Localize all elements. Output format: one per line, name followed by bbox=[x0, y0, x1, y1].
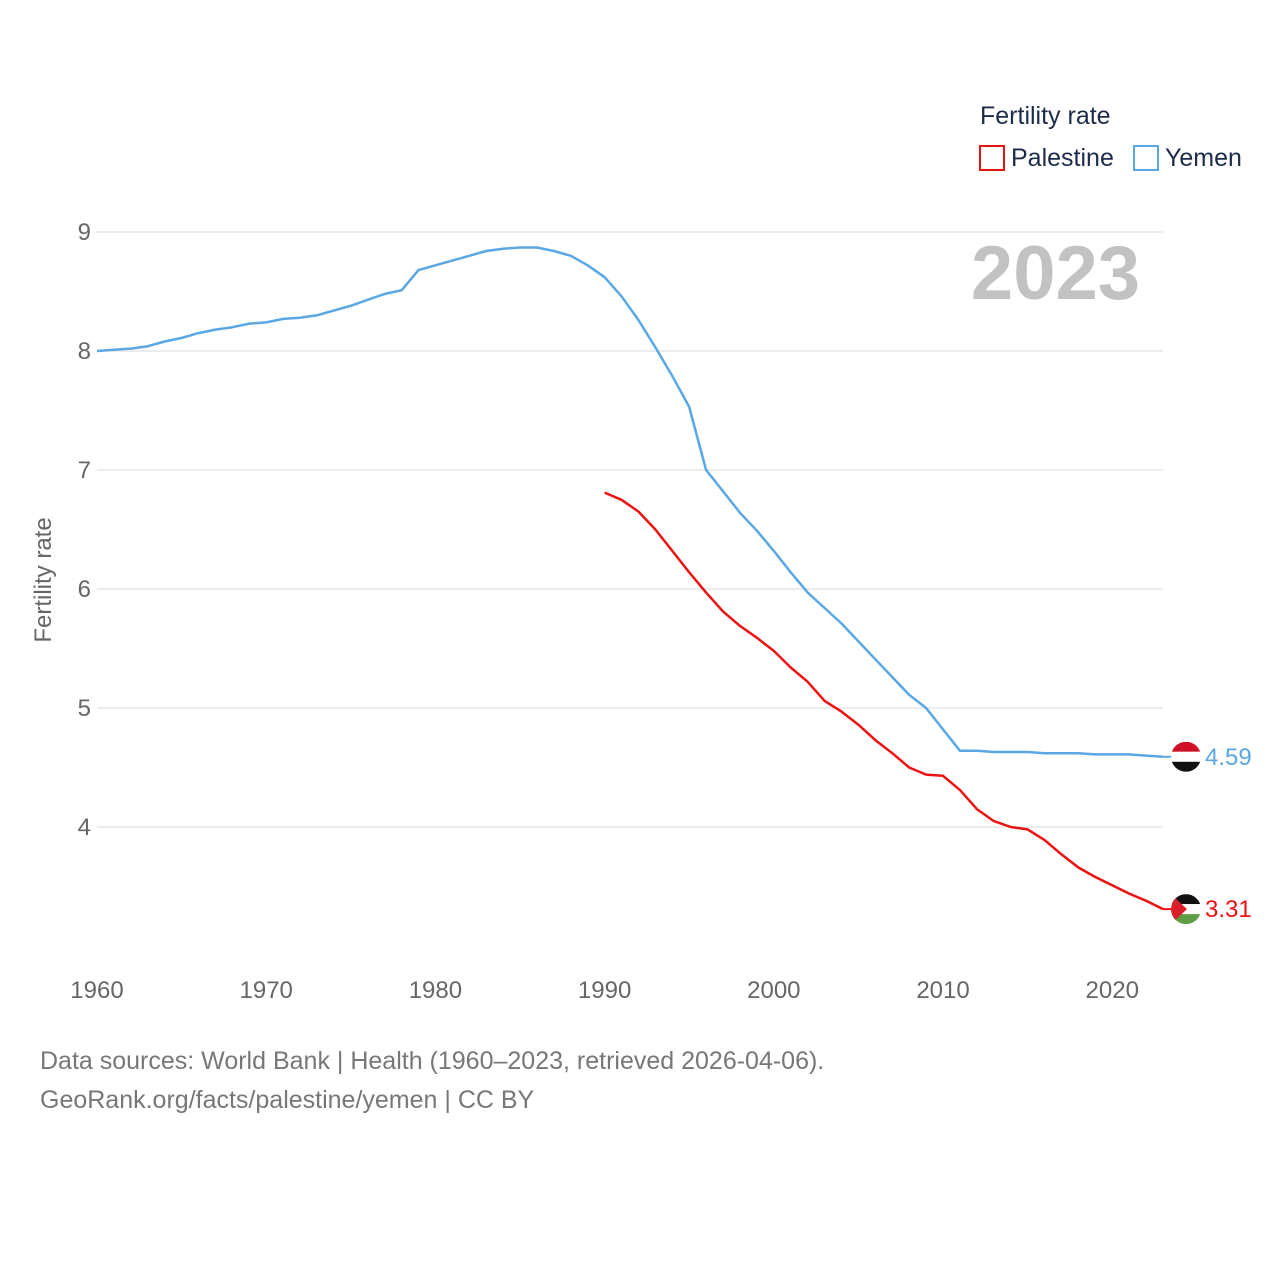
x-tick-label: 1960 bbox=[70, 977, 123, 1004]
line-chart: 4 5 6 7 8 9 1960 1970 1980 1990 2000 2010 2020 Fert… bbox=[30, 102, 1252, 1004]
y-tick-label: 7 bbox=[78, 457, 91, 484]
end-label-palestine: 3.31 bbox=[1205, 896, 1252, 923]
y-tick-label: 9 bbox=[78, 219, 91, 246]
legend-label-palestine: Palestine bbox=[1011, 144, 1114, 172]
flag-body bbox=[1171, 741, 1201, 772]
y-axis-ticks: 4 5 6 7 8 9 bbox=[78, 219, 91, 841]
flag-stripe-red bbox=[1171, 741, 1201, 752]
y-tick-label: 4 bbox=[78, 814, 91, 841]
source-link[interactable]: GeoRank.org/facts/palestine/yemen | CC B… bbox=[40, 1086, 535, 1114]
y-tick-label: 8 bbox=[78, 338, 91, 365]
x-axis-ticks: 1960 1970 1980 1990 2000 2010 2020 bbox=[70, 977, 1139, 1004]
y-tick-label: 6 bbox=[78, 576, 91, 603]
footer: Data sources: World Bank | Health (1960–… bbox=[40, 1042, 824, 1120]
legend-title: Fertility rate bbox=[980, 102, 1111, 130]
legend-swatch-palestine bbox=[979, 145, 1005, 171]
flag-body bbox=[1171, 894, 1201, 925]
x-tick-label: 2020 bbox=[1086, 977, 1139, 1004]
legend: Fertility rate Palestine Yemen bbox=[979, 102, 1242, 172]
data-source-note: Data sources: World Bank | Health (1960–… bbox=[40, 1047, 825, 1075]
legend-label-yemen: Yemen bbox=[1165, 144, 1242, 172]
end-markers: 3.31 4.59 bbox=[1163, 741, 1252, 925]
x-tick-label: 1970 bbox=[240, 977, 293, 1004]
x-tick-label: 1990 bbox=[578, 977, 631, 1004]
flag-triangle-red bbox=[1171, 894, 1187, 925]
x-tick-label: 1980 bbox=[409, 977, 462, 1004]
end-label-yemen: 4.59 bbox=[1205, 744, 1252, 771]
flag-stripe-white bbox=[1171, 751, 1201, 762]
series-line-palestine bbox=[604, 491, 1164, 911]
y-axis-title: Fertility rate bbox=[30, 517, 57, 642]
gridlines bbox=[97, 231, 1163, 828]
year-label: 2023 bbox=[971, 231, 1140, 316]
flag-stripe-black bbox=[1171, 761, 1201, 772]
yemen-flag-icon bbox=[1171, 741, 1201, 772]
flag-stripe-black bbox=[1171, 894, 1201, 905]
series-lines bbox=[96, 246, 1164, 911]
y-tick-label: 5 bbox=[78, 695, 91, 722]
legend-swatch-yemen bbox=[1133, 145, 1159, 171]
palestine-flag-icon bbox=[1171, 894, 1201, 925]
flag-stripe-green bbox=[1171, 914, 1201, 925]
x-tick-label: 2010 bbox=[916, 977, 969, 1004]
series-line-yemen bbox=[96, 246, 1164, 759]
x-tick-label: 2000 bbox=[747, 977, 800, 1004]
